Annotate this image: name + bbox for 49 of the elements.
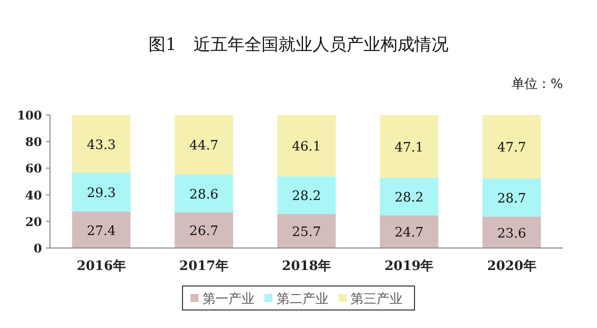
data-label: 43.3 [86,138,116,153]
x-tick-label: 2018年 [282,259,332,274]
legend-label: 第三产业 [350,292,402,307]
bar [174,174,234,212]
y-tick-label: 0 [34,242,42,256]
bar [482,115,541,178]
chart-title: 图1 近五年全国就业人员产业构成情况 [148,35,448,55]
data-label: 28.7 [497,192,526,207]
bar [277,115,336,176]
bar [174,115,234,174]
data-label: 28.2 [292,189,321,204]
y-tick-label: 80 [25,135,42,150]
第一产业: 27.4 26.7 25.7 24.7 23.6 [72,212,541,248]
x-tick-label: 2016年 [76,259,126,274]
data-label: 24.7 [394,226,424,241]
legend-label: 第二产业 [276,292,328,307]
bar [380,115,438,178]
y-tick-label: 40 [25,188,42,202]
bar [380,178,438,216]
第三产业: 43.3 44.7 46.1 47.1 47.7 [72,115,541,178]
第二产业: 29.3 28.6 28.2 28.2 28.7 [72,172,541,217]
bar [72,115,131,173]
x-tick-label: 2020年 [487,259,536,274]
data-label: 28.2 [394,190,424,206]
bar [72,172,131,212]
data-label: 47.7 [497,140,526,156]
text: 单位：% [512,77,563,92]
legend-label: 第一产业 [202,292,254,307]
bar [482,178,541,217]
bar [174,212,234,248]
data-label: 27.4 [86,224,116,239]
x-tick-label: 2017年 [179,259,228,274]
bar [277,214,336,248]
data-label: 28.6 [189,187,218,202]
data-label: 23.6 [497,226,526,242]
data-label: 26.7 [189,224,218,240]
x-tick-label: 2019年 [384,259,434,274]
data-label: 29.3 [86,186,116,202]
y-tick-label: 60 [25,162,42,176]
bar [277,176,336,214]
bar [380,215,438,248]
y-tick-label: 20 [25,214,42,229]
data-label: 25.7 [292,224,321,240]
data-label: 44.7 [189,138,218,154]
bar [482,216,541,248]
data-label: 46.1 [292,140,321,155]
bar [72,212,131,248]
data-label: 47.1 [394,140,424,156]
y-tick-label: 100 [16,108,42,122]
